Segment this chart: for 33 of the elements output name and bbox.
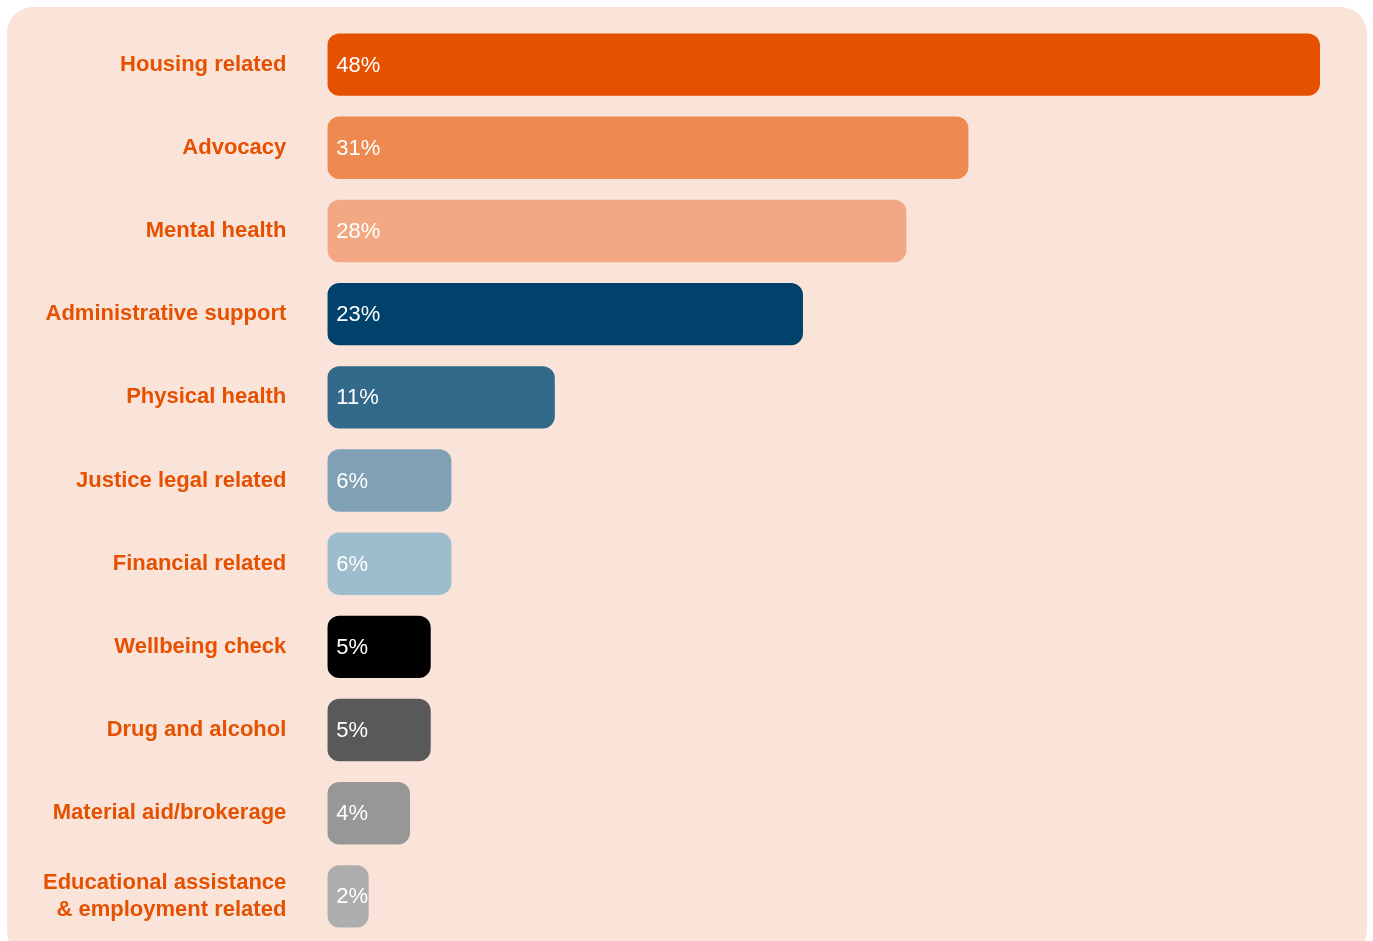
y-tick-label: Advocacy [182,133,288,159]
bar [327,199,907,263]
data-label: 11% [336,384,379,410]
bar [327,449,452,512]
bar [327,33,1320,96]
y-tick-label: Physical health [126,383,287,409]
y-tick-label: Housing related [120,50,287,76]
data-label: 6% [336,550,369,576]
bar [327,282,803,346]
bar [327,698,431,762]
data-label: 2% [336,883,369,909]
data-label: 31% [336,134,381,160]
y-tick-label: Material aid/brokerage [52,799,287,825]
data-label: 48% [336,51,381,77]
data-label: 5% [336,717,369,743]
bar [327,782,411,845]
y-tick-label: Administrative support [45,300,287,326]
y-tick-label: Mental health [145,217,287,243]
y-tick-label: Drug and alcohol [106,716,287,742]
y-tick-label: Financial related [112,549,287,575]
bar [327,865,369,928]
y-tick-label: Justice legal related [75,466,287,492]
bar [327,532,452,595]
data-label: 5% [336,633,369,659]
y-tick-label: Wellbeing check [114,632,288,658]
bar [327,366,555,429]
data-label: 6% [336,467,369,493]
bar [327,116,969,179]
y-tick-label: Educational assistance & employment related [42,869,287,921]
bar [327,615,431,679]
data-label: 28% [336,218,381,244]
data-label: 4% [336,800,369,826]
data-label: 23% [336,301,381,327]
